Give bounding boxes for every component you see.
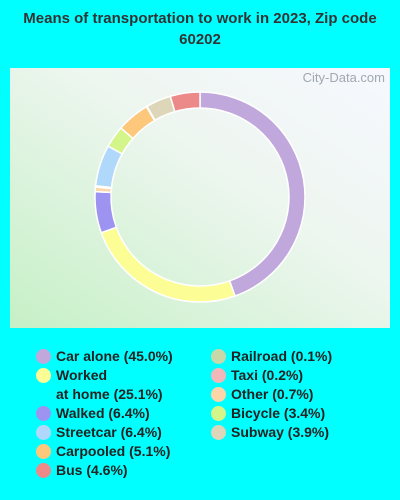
- legend-marker: [36, 406, 51, 421]
- legend-item: Carpooled (5.1%): [34, 442, 173, 461]
- watermark: City-Data.com: [303, 70, 385, 85]
- legend-label: Worked at home (25.1%): [56, 367, 163, 402]
- legend-column: Car alone (45.0%) Worked at home (25.1%) W…: [34, 347, 173, 480]
- legend-marker: [36, 368, 51, 383]
- plot-area: [10, 68, 390, 328]
- legend-label: Car alone (45.0%): [56, 348, 173, 364]
- legend-marker: [211, 406, 226, 421]
- chart-title: Means of transportation to work in 2023,…: [23, 10, 377, 48]
- legend-label: Carpooled (5.1%): [56, 443, 171, 459]
- legend-label: Other (0.7%): [231, 386, 314, 402]
- legend-item: Streetcar (6.4%): [34, 423, 173, 442]
- legend-label: Subway (3.9%): [231, 424, 330, 440]
- legend-label: Bus (4.6%): [56, 462, 128, 478]
- legend-marker: [36, 425, 51, 440]
- legend-item: Worked at home (25.1%): [34, 366, 173, 404]
- legend-marker: [36, 463, 51, 478]
- legend-label: Taxi (0.2%): [231, 367, 304, 383]
- legend-label: Railroad (0.1%): [231, 348, 333, 364]
- legend-item: Other (0.7%): [209, 385, 332, 404]
- donut-slice: [169, 91, 201, 113]
- legend-item: Bicycle (3.4%): [209, 404, 332, 423]
- legend-marker: [211, 425, 226, 440]
- chart: City-Data.com: [10, 68, 390, 328]
- legend-item: Walked (6.4%): [34, 404, 173, 423]
- legend-label: Bicycle (3.4%): [231, 405, 326, 421]
- legend-marker: [211, 349, 226, 364]
- legend-label: Walked (6.4%): [56, 405, 150, 421]
- legend-item: Railroad (0.1%): [209, 347, 332, 366]
- legend-marker: [36, 444, 51, 459]
- legend-item: Car alone (45.0%): [34, 347, 173, 366]
- legend-item: Subway (3.9%): [209, 423, 332, 442]
- legend-column: Railroad (0.1%) Taxi (0.2%) Other (0.7%) Bi…: [209, 347, 332, 442]
- legend-marker: [211, 387, 226, 402]
- legend-item: Bus (4.6%): [34, 461, 173, 480]
- legend-marker: [36, 349, 51, 364]
- legend-marker: [211, 368, 226, 383]
- legend-item: Taxi (0.2%): [209, 366, 332, 385]
- legend-label: Streetcar (6.4%): [56, 424, 162, 440]
